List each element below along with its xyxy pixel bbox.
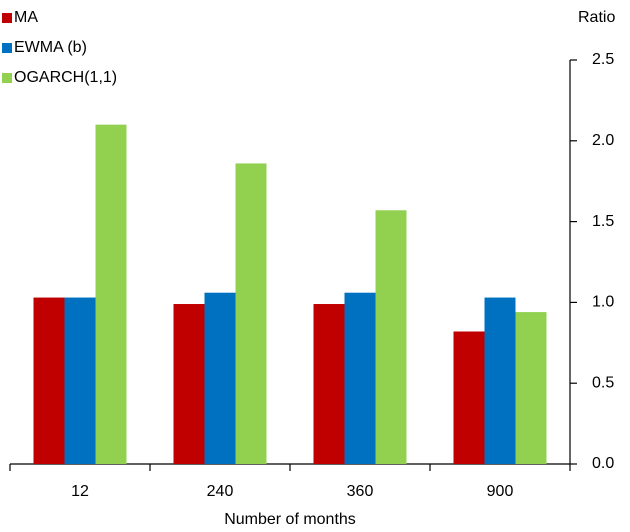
legend-label: MA <box>14 9 38 26</box>
bar <box>173 304 205 464</box>
bar <box>484 297 516 464</box>
bar <box>33 297 65 464</box>
legend-label: OGARCH(1,1) <box>14 69 117 86</box>
y-tick-label: 1.5 <box>592 213 614 230</box>
x-tick-label: 240 <box>207 483 234 500</box>
legend-swatch <box>2 13 12 23</box>
x-tick-label: 12 <box>71 483 89 500</box>
legend-swatch <box>2 73 12 83</box>
bar <box>235 163 267 464</box>
bar <box>375 210 407 464</box>
y-tick-label: 1.0 <box>592 294 614 311</box>
bar <box>344 292 376 464</box>
bar <box>515 312 547 464</box>
bar <box>204 292 236 464</box>
bar <box>64 297 96 464</box>
y-tick-label: 2.5 <box>592 51 614 68</box>
legend-label: EWMA (b) <box>14 39 87 56</box>
x-tick-label: 360 <box>347 483 374 500</box>
x-axis-label: Number of months <box>224 511 356 528</box>
bar <box>95 124 127 464</box>
y-tick-label: 2.0 <box>592 132 614 149</box>
bar <box>313 304 345 464</box>
y-tick-label: 0.5 <box>592 374 614 391</box>
y-tick-label: 0.0 <box>592 455 614 472</box>
bar <box>453 331 485 464</box>
y-axis-label: Ratio <box>578 9 615 26</box>
x-tick-label: 900 <box>487 483 514 500</box>
legend-swatch <box>2 43 12 53</box>
